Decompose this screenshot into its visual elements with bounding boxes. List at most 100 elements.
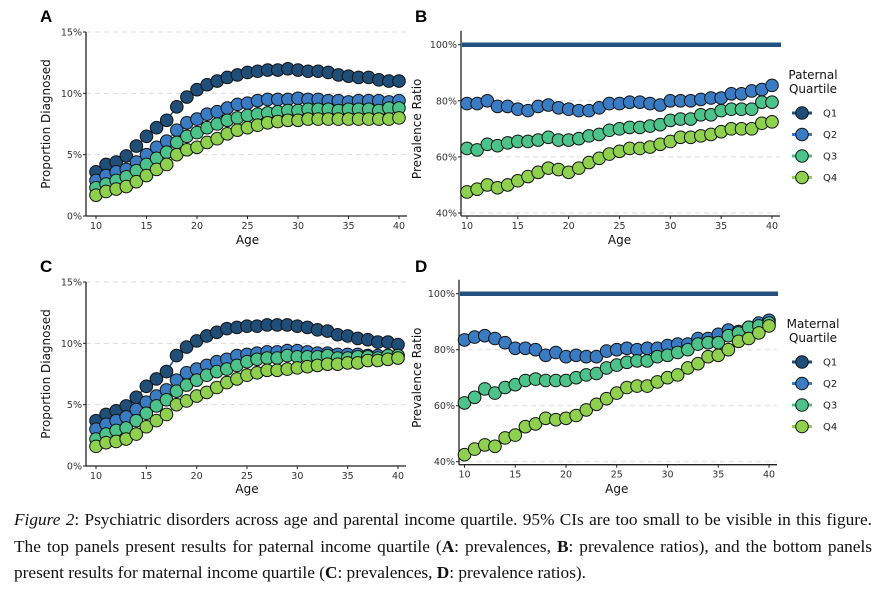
data-point bbox=[129, 139, 144, 153]
legend-key-marker bbox=[795, 398, 809, 412]
x-tick-label: 20 bbox=[191, 471, 203, 482]
x-axis-title: Age bbox=[605, 482, 628, 496]
series-q1 bbox=[89, 318, 405, 428]
data-point bbox=[179, 340, 194, 354]
series-q4 bbox=[89, 351, 405, 454]
legend-entry-q2: Q2 bbox=[792, 376, 837, 391]
data-point bbox=[169, 384, 184, 398]
y-axis-title: Proportion Diagnosed bbox=[39, 59, 53, 188]
caption-text-2: : prevalences, bbox=[454, 536, 557, 556]
data-point bbox=[765, 95, 779, 110]
legend-key-marker bbox=[795, 170, 809, 185]
caption-text-3: : prevalence ratios), and the bottom pan… bbox=[14, 536, 872, 583]
legend-entry-q2: Q2 bbox=[792, 127, 837, 142]
caption-ref-c: C bbox=[324, 563, 338, 582]
panel-a: 0% 5% 10% 15% 10 15 20 25 30 35 40 Age Proportion Di… bbox=[39, 7, 407, 247]
x-tick-label: 25 bbox=[241, 471, 253, 482]
data-point bbox=[392, 111, 406, 125]
caption-ref-a: A bbox=[441, 536, 455, 556]
legend-entry-q4: Q4 bbox=[792, 170, 837, 185]
x-tick-label: 15 bbox=[140, 471, 152, 482]
legend-label: Q1 bbox=[823, 358, 837, 369]
y-tick-label: 80% bbox=[434, 345, 455, 356]
x-tick-label: 15 bbox=[512, 221, 524, 232]
data-point bbox=[159, 407, 174, 422]
caption-text-4: : prevalences, bbox=[337, 563, 437, 582]
data-point bbox=[149, 120, 164, 135]
x-tick-label: 10 bbox=[461, 221, 473, 232]
legend-entry-q1: Q1 bbox=[792, 106, 837, 120]
data-point bbox=[744, 122, 759, 136]
data-point bbox=[480, 94, 495, 108]
caption-ref-b: B bbox=[556, 536, 569, 556]
y-tick-label: 60% bbox=[436, 152, 457, 163]
y-tick-label: 40% bbox=[434, 457, 455, 468]
legend-title-line1: Maternal bbox=[787, 317, 840, 331]
series-q4 bbox=[460, 115, 779, 199]
x-axis-title: Age bbox=[608, 233, 631, 247]
x-tick-label: 20 bbox=[191, 221, 203, 232]
y-tick-label: 0% bbox=[67, 212, 82, 223]
legend-key-marker bbox=[795, 127, 809, 142]
figure-panels: 0% 5% 10% 15% 10 15 20 25 30 35 40 Age Proportion Di… bbox=[39, 7, 840, 496]
x-tick-label: 30 bbox=[292, 221, 304, 232]
data-point bbox=[392, 74, 406, 88]
data-point bbox=[170, 100, 184, 114]
legend-label: Q2 bbox=[823, 130, 837, 141]
legend-key-marker bbox=[795, 376, 809, 391]
y-tick-label: 100% bbox=[428, 289, 455, 300]
data-point bbox=[752, 326, 766, 340]
panel-c: 0% 5% 10% 15% 10 15 20 25 30 35 40 Age Proportion Di… bbox=[39, 257, 406, 496]
x-tick-label: 35 bbox=[712, 470, 724, 481]
x-tick-label: 30 bbox=[291, 471, 303, 482]
series-q2 bbox=[460, 78, 779, 118]
data-point bbox=[467, 390, 482, 405]
x-tick-label: 15 bbox=[509, 470, 521, 481]
panel-label: D bbox=[415, 257, 427, 276]
data-point bbox=[488, 439, 502, 454]
legend-title-line2: Quartile bbox=[789, 331, 837, 345]
x-tick-label: 30 bbox=[664, 221, 676, 232]
caption-sep: : bbox=[74, 510, 85, 529]
x-tick-label: 35 bbox=[715, 221, 727, 232]
panel-label: A bbox=[40, 7, 52, 26]
y-tick-label: 60% bbox=[434, 401, 455, 412]
data-point bbox=[159, 364, 174, 379]
x-tick-label: 20 bbox=[563, 221, 575, 232]
x-tick-label: 25 bbox=[613, 221, 625, 232]
panel-label: C bbox=[40, 257, 52, 276]
y-tick-label: 10% bbox=[61, 89, 82, 100]
y-tick-label: 15% bbox=[61, 28, 82, 39]
x-tick-label: 25 bbox=[611, 470, 623, 481]
panel-label: B bbox=[415, 7, 427, 26]
legend-entry-q3: Q3 bbox=[792, 398, 837, 412]
y-tick-label: 40% bbox=[436, 209, 457, 220]
data-point bbox=[129, 174, 144, 189]
x-tick-label: 40 bbox=[763, 470, 775, 481]
x-tick-label: 35 bbox=[342, 221, 354, 232]
data-point bbox=[508, 428, 523, 442]
x-tick-label: 10 bbox=[90, 221, 102, 232]
x-tick-label: 40 bbox=[392, 471, 404, 482]
data-point bbox=[119, 149, 134, 163]
x-tick-label: 10 bbox=[90, 471, 102, 482]
data-point bbox=[765, 115, 779, 129]
legend-label: Q4 bbox=[823, 173, 837, 184]
legend-entry-q3: Q3 bbox=[792, 149, 837, 163]
data-point bbox=[391, 351, 405, 365]
x-tick-label: 15 bbox=[140, 221, 152, 232]
x-axis-title: Age bbox=[236, 233, 259, 247]
x-tick-label: 35 bbox=[342, 471, 354, 482]
y-tick-label: 5% bbox=[67, 400, 82, 411]
data-point bbox=[470, 143, 484, 157]
y-tick-label: 10% bbox=[61, 339, 82, 350]
data-point bbox=[129, 427, 144, 441]
data-point bbox=[765, 78, 779, 93]
y-tick-label: 15% bbox=[61, 278, 82, 289]
data-point bbox=[159, 113, 174, 128]
data-point bbox=[149, 399, 164, 413]
legend-title-line1: Paternal bbox=[788, 68, 837, 82]
legend-key-marker bbox=[795, 106, 809, 120]
